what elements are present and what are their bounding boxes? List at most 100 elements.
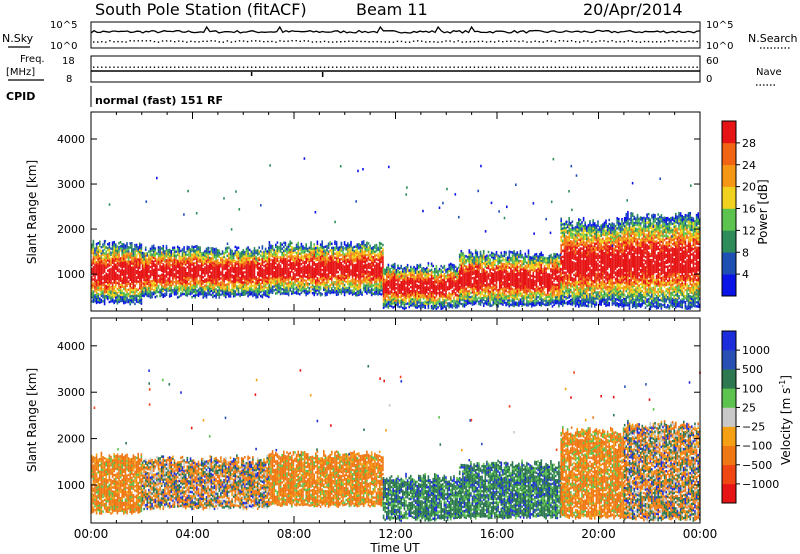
scatter-cell	[419, 283, 422, 287]
scatter-cell	[353, 249, 355, 253]
scatter-cell	[343, 291, 346, 295]
scatter-cell	[311, 279, 314, 283]
scatter-cell	[387, 273, 390, 277]
scatter-cell	[402, 288, 404, 291]
scatter-cell	[408, 271, 410, 274]
scatter-cell	[364, 290, 367, 294]
scatter-cell	[339, 254, 341, 257]
scatter-cell	[394, 287, 396, 290]
scatter-cell	[289, 242, 291, 246]
scatter-cell	[134, 268, 136, 271]
scatter-cell	[131, 276, 133, 279]
scatter-cell	[228, 293, 230, 296]
scatter-cell	[297, 245, 299, 249]
scatter-cell	[151, 261, 153, 264]
scatter-cell	[270, 279, 272, 282]
scatter-cell	[334, 270, 336, 274]
scatter-cell	[216, 265, 219, 268]
scatter-cell	[334, 264, 336, 268]
scatter-cell	[268, 291, 271, 295]
scatter-cell	[99, 242, 101, 246]
scatter-cell	[178, 257, 181, 260]
scatter-cell	[135, 280, 138, 283]
scatter-cell	[223, 288, 225, 291]
scatter-cell	[270, 289, 272, 292]
scatter-cell	[165, 267, 168, 270]
scatter-cell	[192, 286, 195, 290]
nave-dot	[684, 66, 686, 68]
scatter-cell	[102, 271, 104, 275]
scatter-cell	[276, 283, 279, 287]
scatter-cell	[400, 297, 402, 300]
scatter-cell	[289, 270, 291, 274]
scatter-cell	[382, 247, 384, 251]
scatter-cell	[339, 280, 341, 284]
scatter-cell	[129, 262, 131, 265]
scatter-cell	[337, 281, 339, 284]
scatter-cell	[318, 277, 320, 281]
scatter-cell	[226, 248, 229, 251]
scatter-cell	[110, 273, 112, 277]
scatter-cell	[418, 293, 420, 296]
scatter-cell	[318, 267, 320, 271]
scatter-cell	[218, 296, 221, 299]
scatter-cell	[191, 275, 193, 279]
scatter-cell	[124, 297, 127, 300]
scatter-cell	[242, 275, 245, 278]
scatter-cell	[382, 306, 385, 310]
scatter-cell	[162, 271, 165, 274]
scatter-cell	[207, 289, 209, 292]
scatter-cell	[95, 293, 98, 297]
scatter-cell	[236, 248, 238, 252]
scatter-cell	[170, 249, 173, 253]
scatter-cell	[283, 253, 285, 257]
scatter-cell	[192, 250, 195, 253]
scatter-cell	[192, 262, 195, 265]
scatter-cell	[268, 249, 271, 252]
nsearch-dot	[619, 40, 621, 43]
scatter-cell	[123, 265, 125, 268]
scatter-cell	[146, 266, 149, 269]
scatter-cell	[318, 251, 320, 254]
scatter-cell	[348, 282, 351, 285]
scatter-cell	[118, 268, 120, 271]
scatter-cell	[432, 295, 434, 298]
scatter-cell	[414, 291, 417, 295]
scatter-cell	[135, 294, 138, 297]
scatter-cell	[188, 258, 190, 261]
scatter-cell	[335, 253, 338, 256]
scatter-cell	[421, 305, 423, 309]
scatter-cell	[400, 272, 402, 276]
scatter-cell	[91, 277, 93, 281]
scatter-cell	[95, 281, 98, 284]
scatter-cell	[152, 256, 155, 259]
scatter-cell	[270, 283, 272, 286]
scatter-cell	[102, 251, 104, 254]
scatter-cell	[248, 281, 251, 284]
scatter-cell	[92, 300, 95, 304]
scatter-cell	[248, 277, 251, 280]
scatter-cell	[154, 249, 157, 252]
scatter-cell	[284, 253, 287, 257]
scatter-cell	[234, 253, 237, 257]
scatter-cell	[97, 276, 99, 279]
scatter-cell	[345, 286, 347, 290]
scatter-cell	[400, 289, 402, 292]
scatter-cell	[297, 267, 299, 271]
scatter-cell	[323, 268, 325, 271]
scatter-cell	[387, 296, 390, 299]
scatter-cell	[205, 253, 208, 257]
scatter-cell	[255, 259, 257, 263]
scatter-cell	[95, 249, 98, 252]
scatter-cell	[226, 287, 229, 290]
nave-dot	[441, 66, 443, 68]
scatter-cell	[229, 274, 232, 278]
scatter-cell	[281, 277, 283, 281]
scatter-cell	[364, 262, 367, 265]
scatter-cell	[213, 262, 216, 265]
scatter-cell	[189, 256, 192, 259]
scatter-cell	[242, 259, 245, 262]
scatter-cell	[261, 289, 264, 293]
scatter-cell	[99, 262, 101, 266]
scatter-cell	[332, 254, 335, 258]
